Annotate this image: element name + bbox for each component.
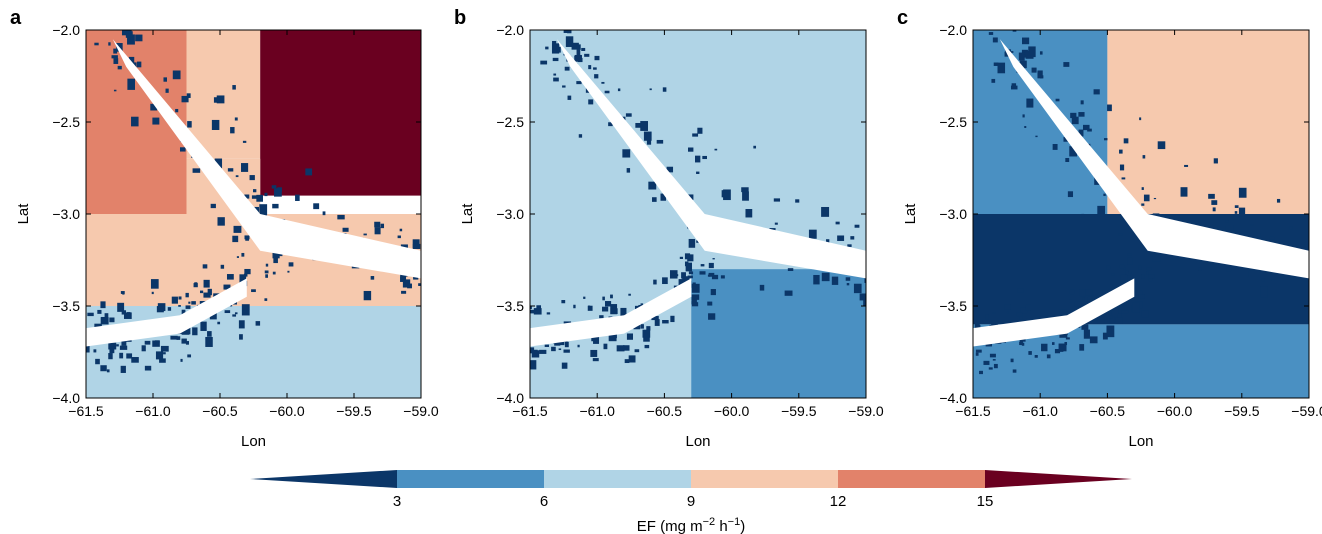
y-tick-label: −2.0: [52, 22, 80, 38]
colorbar-tick-label: 3: [393, 493, 401, 510]
y-tick-label: −2.0: [939, 22, 967, 38]
map-body-c: [973, 30, 1309, 398]
colorbar-segment: [544, 470, 692, 488]
class-region-1: [691, 269, 866, 398]
colorbar-extend-low: [250, 470, 397, 488]
map-body-b: [530, 30, 866, 398]
x-tick-label: −60.5: [647, 403, 683, 419]
river-1: [973, 278, 1135, 347]
x-tick-label: −61.5: [512, 403, 548, 419]
x-ticks: −61.5 −61.0 −60.5 −60.0 −59.5 −59.0: [68, 30, 439, 419]
y-axis-label: Lat: [459, 203, 476, 225]
panel-a: −61.5 −61.0 −60.5 −60.0 −59.5 −59.0 −4.0 −3.5 −3…: [10, 7, 439, 450]
colorbar-tick-label: 12: [830, 493, 847, 510]
y-axis-label: Lat: [902, 203, 919, 225]
colorbar-label: EF (mg m−2 h−1): [637, 516, 745, 534]
y-axis-label: Lat: [15, 203, 32, 225]
colorbar-extend-high: [985, 470, 1132, 488]
class-region-1: [1107, 30, 1309, 214]
x-tick-label: −59.5: [336, 403, 372, 419]
x-axis-label: Lon: [1128, 433, 1153, 450]
river-1: [86, 278, 247, 347]
y-tick-label: −4.0: [52, 390, 80, 406]
y-tick-label: −3.0: [52, 206, 80, 222]
y-tick-label: −4.0: [939, 390, 967, 406]
colorbar: 3 6 9 12 15 EF (mg m−2 h−1): [250, 470, 1132, 534]
class-region-1: [186, 30, 261, 159]
panel-letter: a: [10, 7, 22, 29]
x-tick-label: −59.5: [1224, 403, 1260, 419]
class-region-0: [973, 30, 1108, 214]
x-tick-label: −59.0: [848, 403, 884, 419]
y-tick-label: −3.0: [496, 206, 524, 222]
colorbar-segment: [397, 470, 545, 488]
x-tick-label: −59.0: [1291, 403, 1322, 419]
x-tick-label: −59.0: [403, 403, 439, 419]
river-0: [556, 39, 866, 279]
y-tick-label: −3.0: [939, 206, 967, 222]
class-region-2: [260, 30, 421, 196]
colorbar-tick-label: 9: [687, 493, 695, 510]
y-tick-label: −3.5: [496, 298, 524, 314]
x-tick-label: −61.5: [955, 403, 991, 419]
class-region-5: [86, 306, 421, 398]
panel-letter: b: [454, 7, 466, 29]
x-tick-label: −61.0: [1022, 403, 1058, 419]
y-tick-label: −2.0: [496, 22, 524, 38]
river-1: [530, 278, 692, 347]
panel-b: −61.5 −61.0 −60.5 −60.0 −59.5 −59.0 −4.0 −3.5 −3…: [454, 7, 884, 450]
x-tick-label: −59.5: [781, 403, 817, 419]
x-axis-label: Lon: [241, 433, 266, 450]
x-ticks: −61.5 −61.0 −60.5 −60.0 −59.5 −59.0: [512, 30, 884, 419]
x-tick-label: −61.0: [579, 403, 615, 419]
colorbar-tick-label: 6: [540, 493, 548, 510]
river-0: [112, 39, 421, 279]
y-tick-label: −2.5: [496, 114, 524, 130]
x-tick-label: −60.5: [202, 403, 238, 419]
map-body-a: [86, 30, 421, 398]
y-ticks: −4.0 −3.5 −3.0 −2.5 −2.0: [939, 22, 1309, 406]
y-ticks: −4.0 −3.5 −3.0 −2.5 −2.0: [52, 22, 421, 406]
colorbar-segment: [838, 470, 986, 488]
y-tick-label: −3.5: [939, 298, 967, 314]
y-ticks: −4.0 −3.5 −3.0 −2.5 −2.0: [496, 22, 866, 406]
y-tick-label: −2.5: [52, 114, 80, 130]
map-panels: −61.5 −61.0 −60.5 −60.0 −59.5 −59.0 −4.0 −3.5 −3…: [10, 7, 1322, 450]
x-tick-label: −60.0: [269, 403, 305, 419]
y-tick-label: −3.5: [52, 298, 80, 314]
x-axis-label: Lon: [685, 433, 710, 450]
x-tick-label: −61.0: [135, 403, 171, 419]
x-ticks: −61.5 −61.0 −60.5 −60.0 −59.5 −59.0: [955, 30, 1322, 419]
x-tick-label: −60.5: [1090, 403, 1126, 419]
x-tick-label: −61.5: [68, 403, 104, 419]
colorbar-segment: [691, 470, 839, 488]
colorbar-tick-label: 15: [977, 493, 994, 510]
y-tick-label: −2.5: [939, 114, 967, 130]
river-0: [999, 39, 1309, 279]
panel-letter: c: [897, 7, 908, 29]
x-tick-label: −60.0: [1157, 403, 1193, 419]
x-tick-label: −60.0: [714, 403, 750, 419]
y-tick-label: −4.0: [496, 390, 524, 406]
panel-c: −61.5 −61.0 −60.5 −60.0 −59.5 −59.0 −4.0 −3.5 −3…: [897, 7, 1322, 450]
